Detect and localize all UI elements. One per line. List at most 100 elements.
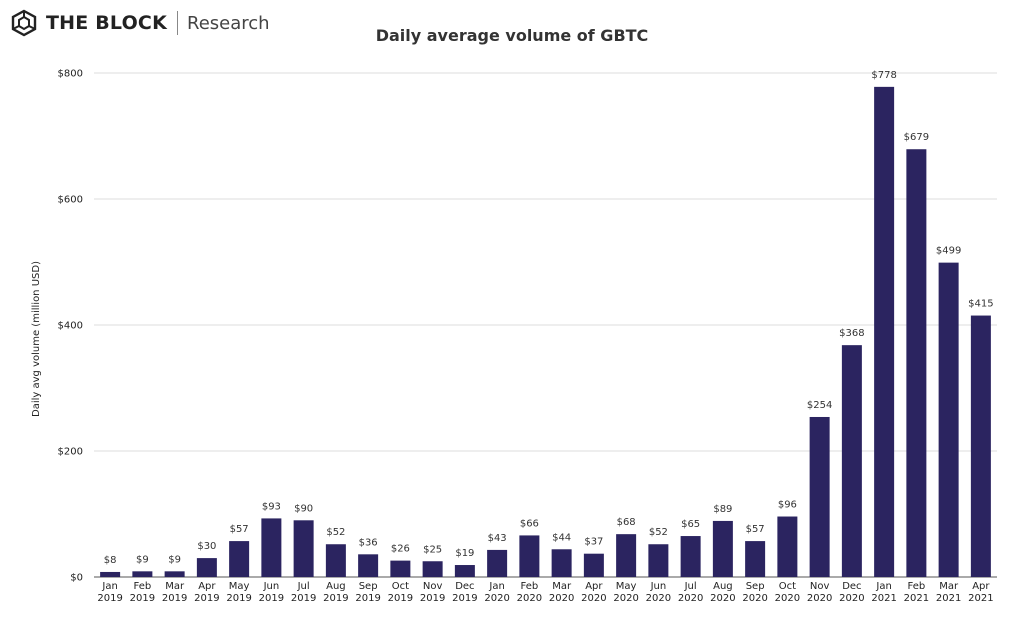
y-tick-label: $600	[58, 195, 83, 206]
x-tick-year: 2020	[549, 593, 574, 604]
data-labels: $8 $9 $9 $30 $57 $93 $90 $52 $36 $26 $25 $19 $43 $66 $…	[104, 70, 994, 566]
bar	[390, 560, 411, 577]
x-tick-label: Jun	[650, 581, 667, 592]
bar	[809, 416, 830, 577]
data-label: $415	[968, 299, 993, 310]
x-tick-year: 2019	[259, 593, 284, 604]
data-label: $37	[584, 537, 603, 548]
data-label: $57	[230, 524, 249, 535]
y-tick-label: $200	[58, 447, 83, 458]
y-tick-label: $0	[70, 573, 83, 584]
x-tick-year: 2020	[839, 593, 864, 604]
x-tick-label: Dec	[842, 581, 861, 592]
x-tick-year: 2019	[323, 593, 348, 604]
bar	[551, 549, 572, 577]
data-label: $89	[713, 504, 732, 515]
data-label: $44	[552, 532, 571, 543]
x-tick-label: Mar	[939, 581, 959, 592]
x-axis-ticks: Jan2019Feb2019Mar2019Apr2019May2019Jun20…	[97, 581, 993, 604]
data-label: $8	[104, 555, 117, 566]
x-tick-year: 2020	[613, 593, 638, 604]
data-label: $65	[681, 519, 700, 530]
x-tick-label: Jun	[263, 581, 280, 592]
x-tick-label: Apr	[585, 581, 603, 592]
bar	[874, 86, 895, 578]
x-tick-label: Nov	[423, 581, 443, 592]
bar	[132, 571, 153, 577]
x-tick-label: Nov	[810, 581, 830, 592]
data-label: $679	[904, 132, 929, 143]
bar	[422, 561, 443, 577]
x-tick-label: May	[616, 581, 637, 592]
x-tick-year: 2021	[904, 593, 929, 604]
data-label: $9	[136, 554, 149, 565]
x-tick-year: 2019	[162, 593, 187, 604]
x-tick-label: Jan	[101, 581, 117, 592]
x-tick-year: 2020	[581, 593, 606, 604]
x-tick-year: 2021	[968, 593, 993, 604]
bar	[841, 345, 862, 577]
bars	[100, 86, 991, 578]
bar	[777, 516, 798, 577]
x-tick-label: Dec	[455, 581, 474, 592]
bar	[487, 549, 508, 577]
data-label: $57	[746, 524, 765, 535]
x-tick-year: 2020	[742, 593, 767, 604]
bar	[358, 554, 379, 577]
y-tick-label: $800	[58, 69, 83, 80]
x-tick-label: Mar	[552, 581, 572, 592]
bar	[164, 571, 185, 577]
x-tick-label: Sep	[359, 581, 378, 592]
x-tick-year: 2019	[388, 593, 413, 604]
x-tick-year: 2019	[355, 593, 380, 604]
bar	[261, 518, 282, 577]
x-tick-label: Sep	[746, 581, 765, 592]
x-tick-year: 2020	[646, 593, 671, 604]
bar	[680, 536, 701, 577]
chart-title: Daily average volume of GBTC	[375, 26, 649, 45]
x-tick-year: 2020	[484, 593, 509, 604]
x-tick-label: Feb	[521, 581, 539, 592]
data-label: $90	[294, 503, 313, 514]
x-tick-year: 2019	[291, 593, 316, 604]
data-label: $36	[359, 537, 378, 548]
data-label: $96	[778, 500, 797, 511]
x-tick-year: 2019	[97, 593, 122, 604]
bar	[325, 544, 346, 577]
data-label: $43	[488, 533, 507, 544]
data-label: $68	[617, 517, 636, 528]
brand-divider	[177, 11, 178, 35]
data-label: $9	[168, 554, 181, 565]
bar	[906, 149, 927, 578]
x-tick-label: Jan	[488, 581, 504, 592]
data-label: $499	[936, 246, 961, 257]
x-tick-label: Feb	[134, 581, 152, 592]
x-tick-label: Oct	[779, 581, 796, 592]
bar	[454, 565, 475, 577]
bar	[519, 535, 540, 577]
x-tick-year: 2021	[871, 593, 896, 604]
x-tick-label: Jan	[875, 581, 891, 592]
bar	[229, 541, 250, 577]
bar	[616, 534, 637, 577]
x-tick-year: 2020	[775, 593, 800, 604]
bar	[745, 541, 766, 577]
x-tick-label: May	[229, 581, 250, 592]
x-tick-year: 2020	[710, 593, 735, 604]
y-axis-label: Daily avg volume (million USD)	[31, 261, 42, 417]
brand-name: THE BLOCK	[46, 12, 167, 34]
data-label: $25	[423, 544, 442, 555]
x-tick-label: Apr	[198, 581, 216, 592]
x-tick-label: Jul	[297, 581, 310, 592]
x-tick-label: Aug	[713, 581, 733, 592]
bar	[938, 262, 959, 577]
x-tick-year: 2019	[226, 593, 251, 604]
data-label: $254	[807, 400, 832, 411]
x-tick-year: 2020	[517, 593, 542, 604]
x-tick-year: 2019	[194, 593, 219, 604]
x-tick-year: 2019	[452, 593, 477, 604]
data-label: $52	[326, 527, 345, 538]
data-label: $52	[649, 527, 668, 538]
y-axis-ticks: $0 $200 $400 $600 $800	[58, 69, 83, 584]
